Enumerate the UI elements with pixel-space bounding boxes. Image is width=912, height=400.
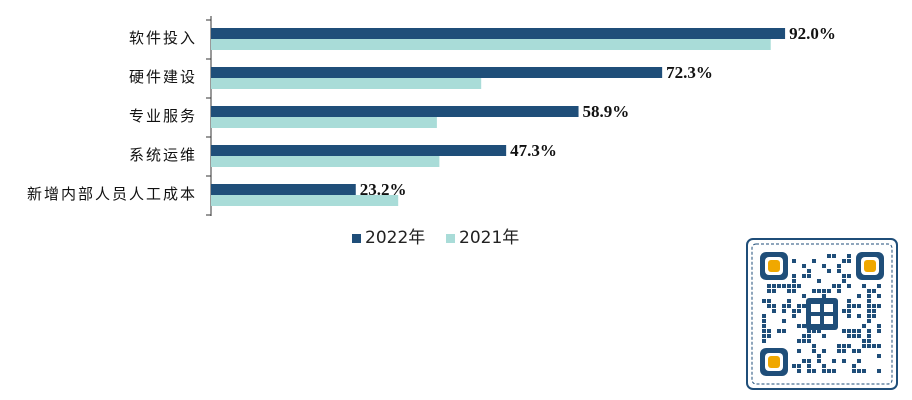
bar-series-1 <box>211 67 663 78</box>
bar-series-1 <box>211 145 507 156</box>
legend-label: 2022年 <box>365 228 425 248</box>
bar-series-1 <box>211 106 579 117</box>
legend: 2022年 2021年 <box>352 228 519 248</box>
category-label: 硬件建设 <box>129 68 197 86</box>
bar-series-1 <box>211 28 786 39</box>
legend-label: 2021年 <box>459 228 519 248</box>
category-label: 专业服务 <box>129 107 197 125</box>
qr-code-icon <box>746 238 898 390</box>
legend-swatch <box>446 234 455 243</box>
category-label: 新增内部人员人工成本 <box>27 185 197 203</box>
plot-area: 软件投入 92.0% 硬件建设 72.3% 专业服务 58.9% 系统运维 47.3% 新增内部… <box>27 16 836 216</box>
data-label: 92.0% <box>789 24 836 43</box>
data-label: 47.3% <box>510 141 557 160</box>
category-label: 软件投入 <box>129 29 197 47</box>
data-label: 58.9% <box>583 102 630 121</box>
legend-swatch <box>352 234 361 243</box>
bar-series-2 <box>211 117 437 128</box>
bar-series-2 <box>211 39 771 50</box>
bar-series-2 <box>211 195 399 206</box>
bar-series-2 <box>211 156 440 167</box>
bar-series-2 <box>211 78 482 89</box>
category-label: 系统运维 <box>129 146 197 164</box>
data-label: 23.2% <box>360 180 407 199</box>
data-label: 72.3% <box>666 63 713 82</box>
bar-series-1 <box>211 184 356 195</box>
